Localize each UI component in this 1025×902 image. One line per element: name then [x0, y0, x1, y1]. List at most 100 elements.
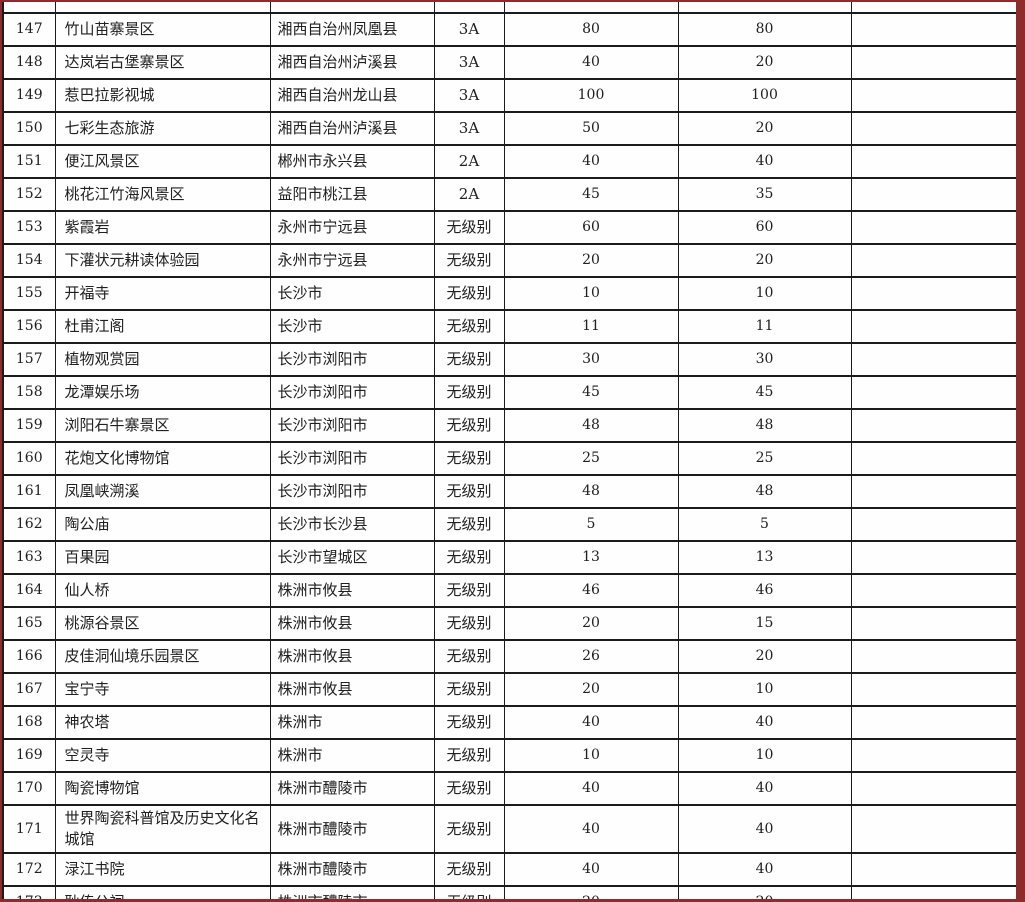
table-row: 171 世界陶瓷科普馆及历史文化名城馆 株洲市醴陵市 无级别 40 40 [2, 804, 1016, 854]
table-row: 152 桃花江竹海风景区 益阳市桃江县 2A 45 35 [2, 177, 1016, 212]
cell-price-2: 25 [677, 441, 852, 476]
cell-index: 158 [2, 375, 56, 410]
table-row: 156 杜甫江阁 长沙市 无级别 11 11 [2, 309, 1016, 344]
cell-index: 154 [2, 243, 56, 278]
cell-empty [850, 573, 1016, 608]
cell-price-1: 25 [503, 441, 679, 476]
cell-empty [850, 342, 1016, 377]
table-row: 163 百果园 长沙市望城区 无级别 13 13 [2, 540, 1016, 575]
cell-level: 无级别 [433, 705, 505, 740]
cell-location: 株洲市 [269, 705, 435, 740]
table-row: 150 七彩生态旅游 湘西自治州泸溪县 3A 50 20 [2, 111, 1016, 146]
cell-name: 宝宁寺 [54, 672, 271, 707]
cell-empty [850, 672, 1016, 707]
cell-level: 无级别 [433, 573, 505, 608]
table-row: 147 竹山苗寨景区 湘西自治州凤凰县 3A 80 80 [2, 12, 1016, 47]
cell-location: 湘西自治州龙山县 [269, 78, 435, 113]
cell-name: 神农塔 [54, 705, 271, 740]
cell-empty [850, 375, 1016, 410]
cell-name: 竹山苗寨景区 [54, 12, 271, 47]
cell-price-2: 46 [677, 573, 852, 608]
cell-name: 便江风景区 [54, 144, 271, 179]
cell-level: 无级别 [433, 672, 505, 707]
table-row: 166 皮佳洞仙境乐园景区 株洲市攸县 无级别 26 20 [2, 639, 1016, 674]
cell-empty [850, 639, 1016, 674]
cell-level [433, 2, 505, 14]
cell-index: 173 [2, 885, 56, 899]
cell-index: 164 [2, 573, 56, 608]
cell-price-2: 80 [677, 12, 852, 47]
cell-index: 162 [2, 507, 56, 542]
cell-price-2: 40 [677, 852, 852, 887]
cell-empty [850, 540, 1016, 575]
cell-location: 株洲市攸县 [269, 573, 435, 608]
cell-price-1: 26 [503, 639, 679, 674]
cell-price-1: 30 [503, 342, 679, 377]
cell-empty [850, 771, 1016, 806]
cell-index: 166 [2, 639, 56, 674]
cell-location: 长沙市浏阳市 [269, 474, 435, 509]
cell-index: 170 [2, 771, 56, 806]
cell-level: 无级别 [433, 639, 505, 674]
cell-level: 3A [433, 12, 505, 47]
cell-empty [850, 885, 1016, 899]
cell-price-2: 15 [677, 606, 852, 641]
cell-location: 株洲市攸县 [269, 672, 435, 707]
cell-name: 仙人桥 [54, 573, 271, 608]
cell-level: 无级别 [433, 852, 505, 887]
cell-price-2: 10 [677, 276, 852, 311]
cell-location: 株洲市 [269, 738, 435, 773]
cell-name: 凤凰峡溯溪 [54, 474, 271, 509]
table-row: 169 空灵寺 株洲市 无级别 10 10 [2, 738, 1016, 773]
cell-empty [850, 738, 1016, 773]
cell-empty [850, 852, 1016, 887]
cell-index: 160 [2, 441, 56, 476]
cell-level: 无级别 [433, 606, 505, 641]
cell-level: 无级别 [433, 885, 505, 899]
cell-price-1: 45 [503, 177, 679, 212]
cell-location: 益阳市桃江县 [269, 177, 435, 212]
cell-name: 空灵寺 [54, 738, 271, 773]
cell-empty [850, 78, 1016, 113]
cell-location: 长沙市浏阳市 [269, 375, 435, 410]
cell-price-1: 48 [503, 408, 679, 443]
cell-index: 151 [2, 144, 56, 179]
cell-price-1: 20 [503, 606, 679, 641]
cell-name: 渌江书院 [54, 852, 271, 887]
cell-price-1: 13 [503, 540, 679, 575]
cell-empty [850, 705, 1016, 740]
cell-empty [850, 309, 1016, 344]
table-row: 148 达岚岩古堡寨景区 湘西自治州泸溪县 3A 40 20 [2, 45, 1016, 80]
table-row: 172 渌江书院 株洲市醴陵市 无级别 40 40 [2, 852, 1016, 887]
cell-name: 达岚岩古堡寨景区 [54, 45, 271, 80]
table-row: 164 仙人桥 株洲市攸县 无级别 46 46 [2, 573, 1016, 608]
cell-location: 株洲市醴陵市 [269, 804, 435, 854]
cell-index: 148 [2, 45, 56, 80]
cell-level: 无级别 [433, 441, 505, 476]
cell-level: 无级别 [433, 210, 505, 245]
cell-level: 无级别 [433, 243, 505, 278]
cell-empty [850, 12, 1016, 47]
cell-level: 无级别 [433, 507, 505, 542]
cell-location: 株洲市攸县 [269, 639, 435, 674]
cell-empty [850, 177, 1016, 212]
cell-name: 紫霞岩 [54, 210, 271, 245]
cell-index: 156 [2, 309, 56, 344]
table-row: 151 便江风景区 郴州市永兴县 2A 40 40 [2, 144, 1016, 179]
cell-index: 152 [2, 177, 56, 212]
cell-name: 下灌状元耕读体验园 [54, 243, 271, 278]
cell-price-2: 40 [677, 144, 852, 179]
cell-price-2: 40 [677, 804, 852, 854]
cell-level: 无级别 [433, 771, 505, 806]
cell-location: 长沙市 [269, 276, 435, 311]
cell-price-1: 10 [503, 276, 679, 311]
cell-empty [850, 2, 1016, 14]
cell-name: 七彩生态旅游 [54, 111, 271, 146]
cell-empty [850, 804, 1016, 854]
cell-empty [850, 441, 1016, 476]
cell-price-1: 60 [503, 210, 679, 245]
cell-price-1: 10 [503, 738, 679, 773]
table-row: 154 下灌状元耕读体验园 永州市宁远县 无级别 20 20 [2, 243, 1016, 278]
